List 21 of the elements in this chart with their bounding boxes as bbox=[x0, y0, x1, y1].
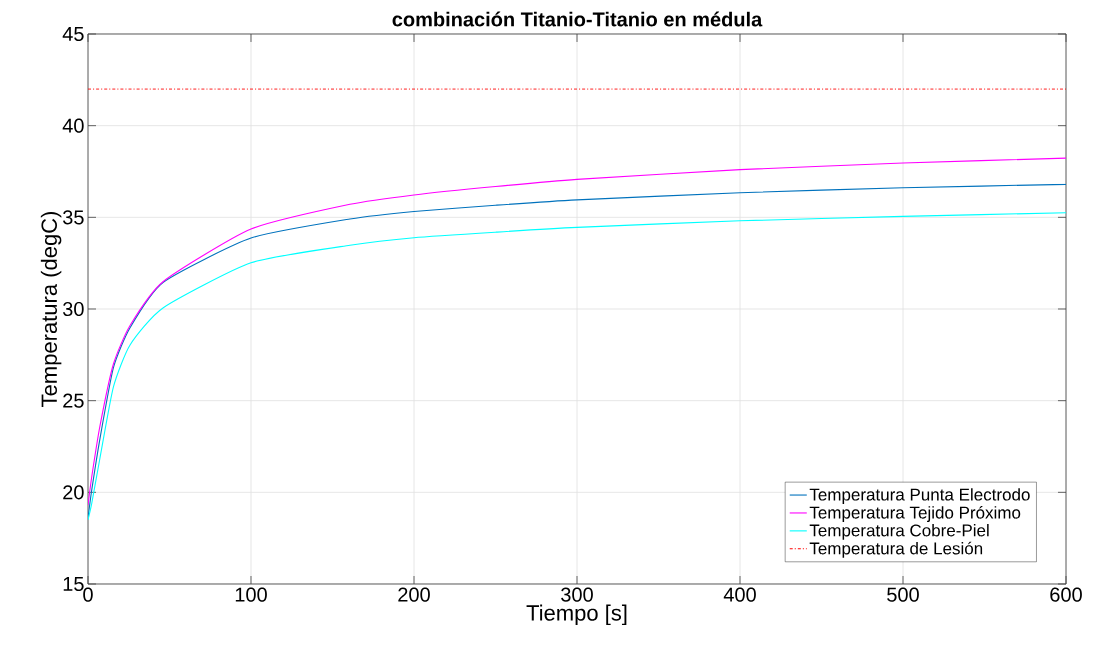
legend-label: Temperatura Tejido Próximo bbox=[809, 505, 1021, 522]
y-tick-label: 20 bbox=[63, 485, 84, 500]
legend-label: Temperatura Punta Electrodo bbox=[809, 488, 1030, 504]
legend-label: Temperatura de Lesión bbox=[809, 541, 983, 558]
x-tick-label: 100 bbox=[235, 587, 267, 602]
x-axis-title: Tiempo [s] bbox=[526, 604, 627, 626]
x-tick-label: 200 bbox=[398, 587, 430, 602]
y-tick-label: 35 bbox=[62, 210, 84, 225]
y-tick-label: 40 bbox=[62, 118, 84, 133]
y-tick-label: 45 bbox=[62, 27, 84, 41]
y-tick-label: 30 bbox=[62, 301, 84, 317]
x-tick-label: 600 bbox=[1050, 587, 1082, 602]
y-axis-title: Temperatura (degC) bbox=[40, 211, 62, 407]
legend-label: Temperatura Cobre-Piel bbox=[809, 523, 989, 540]
x-tick-label: 0 bbox=[83, 587, 93, 602]
x-tick-label: 400 bbox=[723, 587, 756, 602]
y-tick-label: 25 bbox=[63, 393, 84, 408]
y-tick-label: 15 bbox=[63, 577, 84, 591]
x-tick-label: 300 bbox=[561, 587, 593, 602]
x-tick-label: 500 bbox=[887, 587, 919, 602]
chart-title: combinación Titanio-Titanio en médula bbox=[392, 11, 763, 27]
